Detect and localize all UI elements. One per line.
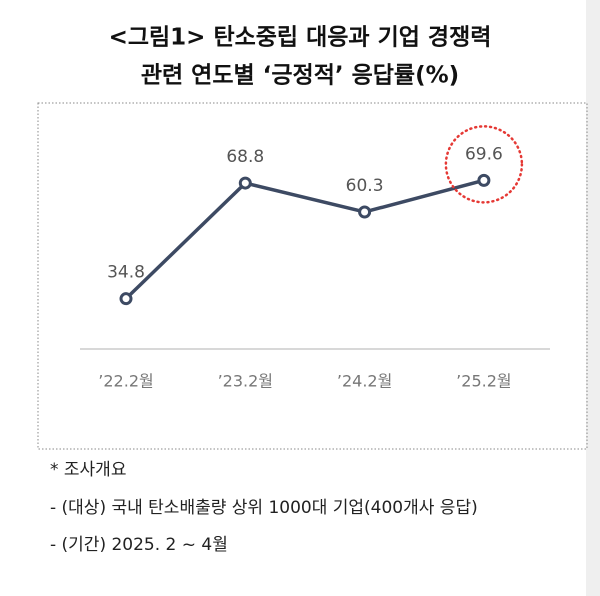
data-label: 69.6	[465, 144, 503, 164]
point	[119, 292, 133, 306]
point	[238, 176, 252, 190]
x-tick-label: ’23.2월	[218, 372, 273, 391]
data-label: 34.8	[107, 263, 145, 283]
note: * 조사개요	[50, 460, 126, 480]
chart-frame	[37, 102, 588, 450]
point	[358, 205, 372, 219]
highlight-circle	[444, 125, 524, 204]
line	[124, 178, 485, 300]
point	[477, 173, 491, 187]
chart-title: <그림1> 탄소중립 대응과 기업 경쟁력	[109, 25, 492, 51]
x-tick-label: ’24.2월	[337, 372, 392, 391]
note: - (대상) 국내 탄소배출량 상위 1000대 기업(400개사 응답)	[50, 498, 478, 518]
data-label: 60.3	[346, 176, 384, 196]
data-label: 68.8	[226, 147, 264, 167]
note: - (기간) 2025. 2 ~ 4월	[50, 535, 228, 555]
x-tick-label: ’22.2월	[98, 372, 153, 391]
side-strip	[586, 0, 600, 596]
chart-title: 관련 연도별 ‘긍정적’ 응답률(%)	[141, 63, 459, 89]
x-tick-label: ’25.2월	[456, 372, 511, 391]
